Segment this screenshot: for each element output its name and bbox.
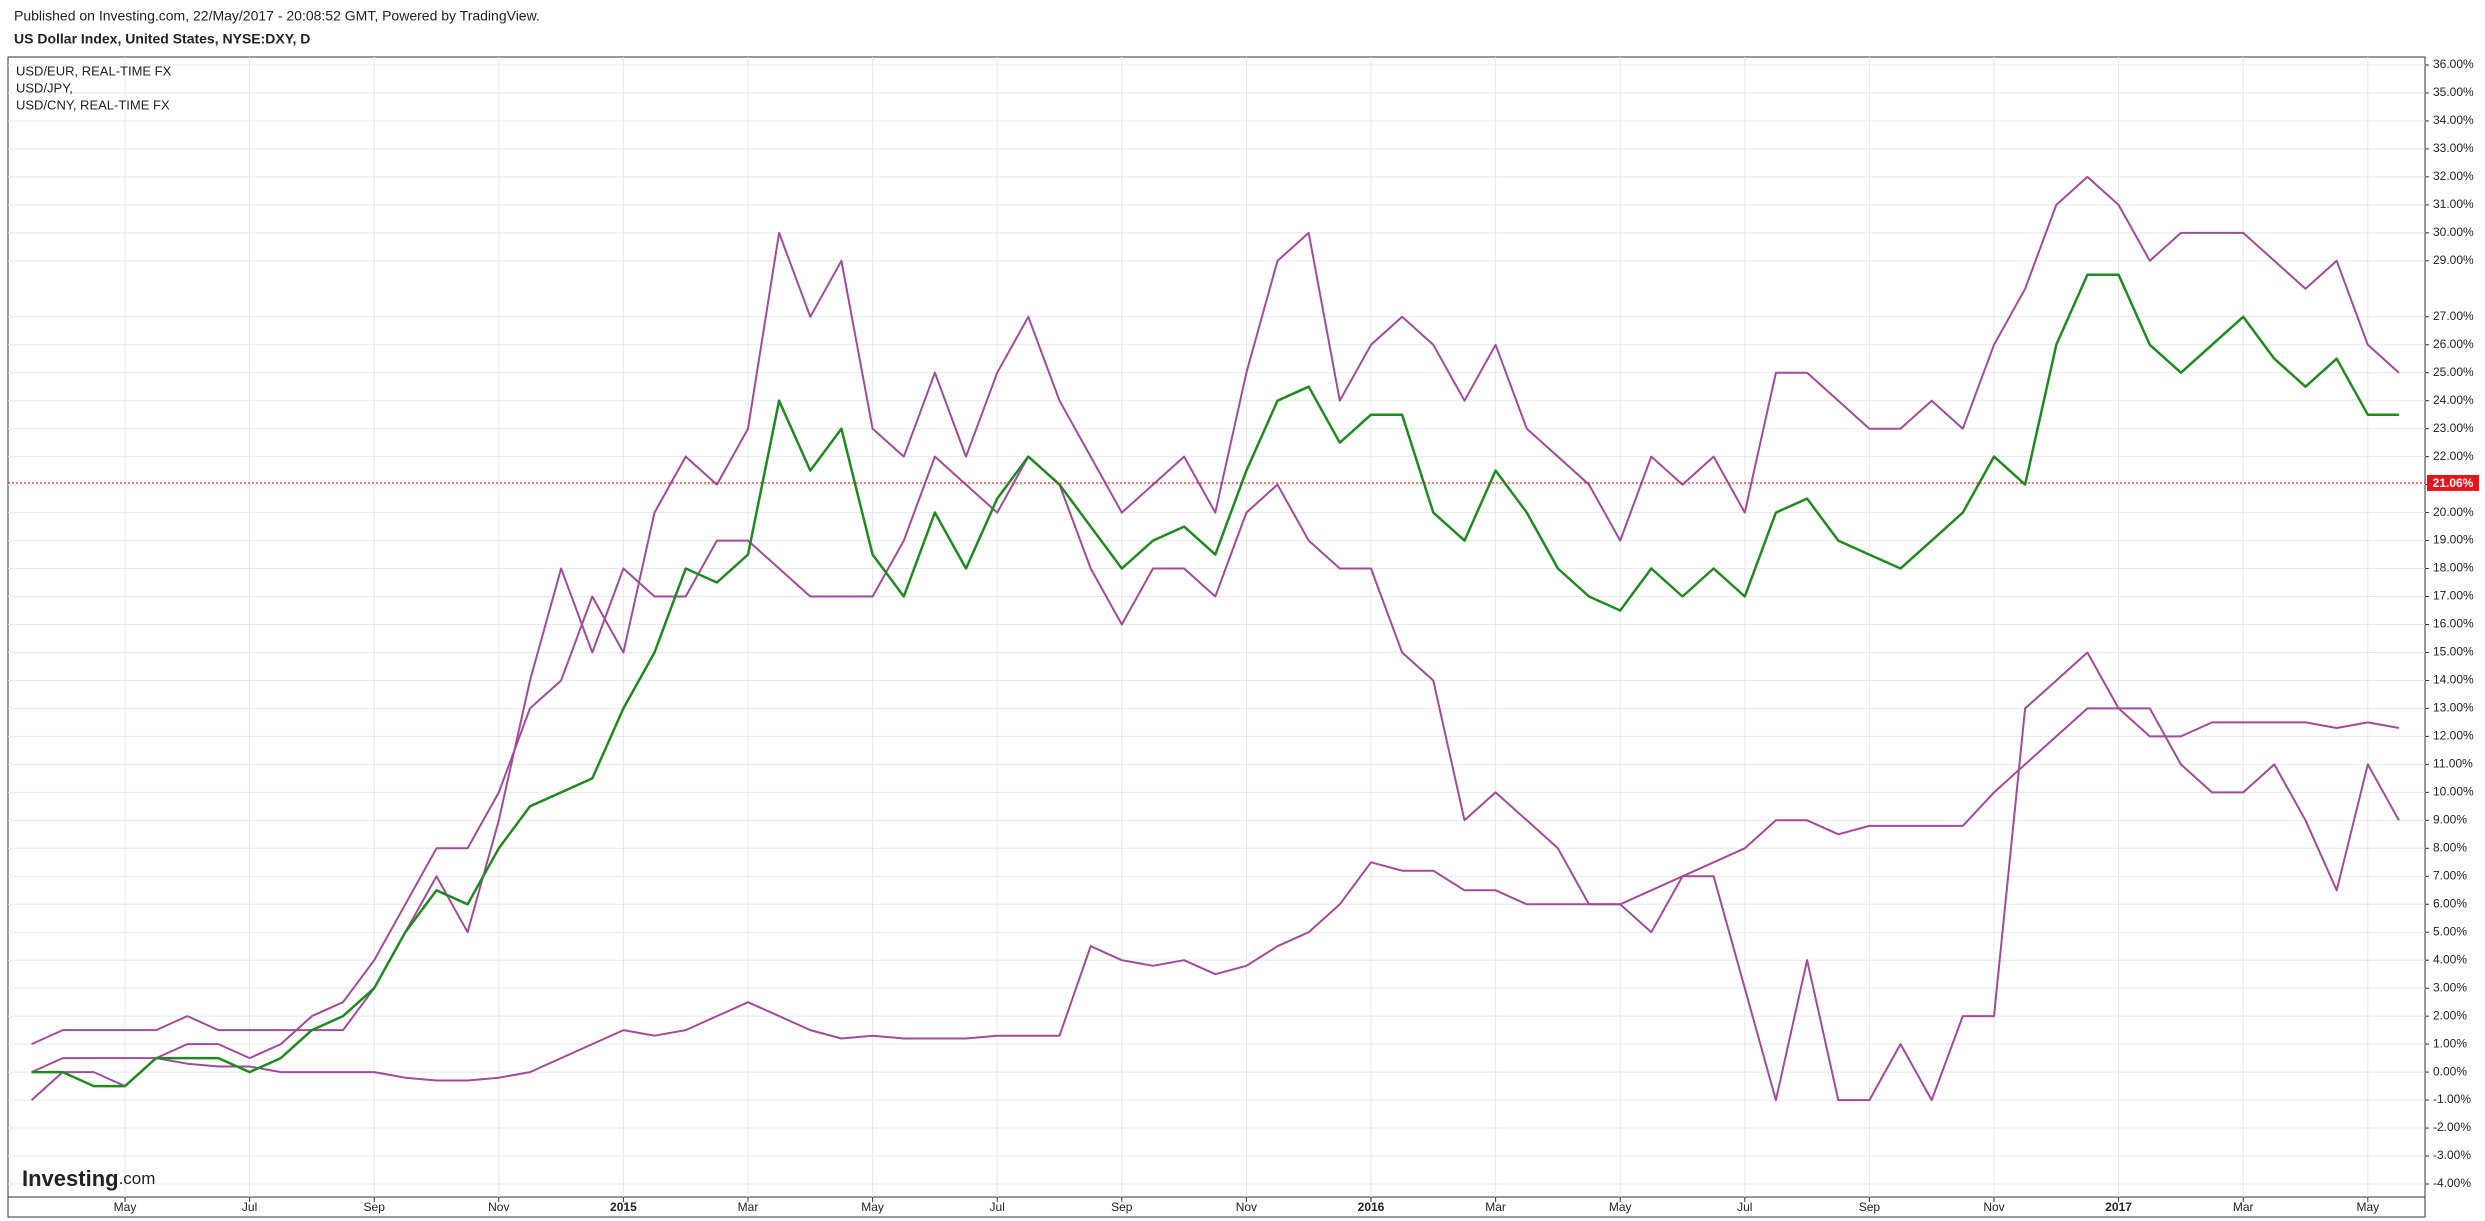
y-tick-label: 27.00% bbox=[2433, 309, 2474, 323]
x-tick-label: 2017 bbox=[2105, 1200, 2132, 1214]
y-tick-label: -2.00% bbox=[2433, 1120, 2471, 1134]
y-tick-label: 32.00% bbox=[2433, 169, 2474, 183]
y-tick-label: 35.00% bbox=[2433, 85, 2474, 99]
y-tick-label: 16.00% bbox=[2433, 617, 2474, 631]
y-tick-label: 4.00% bbox=[2433, 952, 2467, 966]
x-tick-label: May bbox=[2356, 1200, 2379, 1214]
y-tick-label: 36.00% bbox=[2433, 57, 2474, 71]
series-line bbox=[30, 175, 2400, 1101]
x-tick-label: Nov bbox=[1983, 1200, 2004, 1214]
x-tick-label: Sep bbox=[1859, 1200, 1881, 1214]
y-tick-label: 22.00% bbox=[2433, 449, 2474, 463]
y-tick-label: -3.00% bbox=[2433, 1148, 2471, 1162]
x-tick-label: May bbox=[861, 1200, 884, 1214]
series-line bbox=[31, 707, 2400, 1082]
legend-entry: USD/JPY, bbox=[16, 80, 73, 95]
y-tick-label: 5.00% bbox=[2433, 924, 2467, 938]
x-tick-label: Mar bbox=[738, 1200, 759, 1214]
y-tick-label: 10.00% bbox=[2433, 785, 2474, 799]
y-tick-label: 30.00% bbox=[2433, 225, 2474, 239]
y-tick-label: 9.00% bbox=[2433, 812, 2467, 826]
y-tick-label: 26.00% bbox=[2433, 337, 2474, 351]
index-line bbox=[31, 273, 2399, 1088]
x-tick-label: 2016 bbox=[1358, 1200, 1385, 1214]
y-tick-label: 25.00% bbox=[2433, 365, 2474, 379]
x-tick-label: May bbox=[114, 1200, 137, 1214]
y-tick-label: 7.00% bbox=[2433, 868, 2467, 882]
x-tick-label: Nov bbox=[1236, 1200, 1257, 1214]
y-tick-label: 11.00% bbox=[2433, 757, 2473, 771]
y-tick-label: 33.00% bbox=[2433, 141, 2474, 155]
y-tick-label: 12.00% bbox=[2433, 729, 2474, 743]
current-badge bbox=[2427, 474, 2479, 491]
y-tick-label: 13.00% bbox=[2433, 701, 2474, 715]
legend-entry: USD/CNY, REAL-TIME FX bbox=[16, 97, 170, 112]
y-tick-label: 20.00% bbox=[2433, 505, 2474, 519]
published-note: Published on Investing.com, 22/May/2017 … bbox=[14, 8, 540, 24]
series-line bbox=[31, 455, 2400, 1102]
y-tick-label: 31.00% bbox=[2433, 197, 2474, 211]
x-tick-label: Mar bbox=[2233, 1200, 2254, 1214]
x-tick-label: Jul bbox=[1737, 1200, 1752, 1214]
y-tick-label: 0.00% bbox=[2433, 1064, 2467, 1078]
y-tick-label: 14.00% bbox=[2433, 673, 2474, 687]
x-tick-label: Jul bbox=[990, 1200, 1005, 1214]
x-tick-label: Jul bbox=[242, 1200, 257, 1214]
y-tick-label: 1.00% bbox=[2433, 1036, 2467, 1050]
y-tick-label: 24.00% bbox=[2433, 393, 2474, 407]
y-tick-label: -4.00% bbox=[2433, 1176, 2471, 1190]
y-tick-label: 18.00% bbox=[2433, 561, 2474, 575]
watermark-suffix: .com bbox=[119, 1169, 156, 1188]
plot-frame bbox=[7, 56, 2426, 1218]
x-tick-label: Nov bbox=[488, 1200, 509, 1214]
y-tick-label: 2.00% bbox=[2433, 1008, 2467, 1022]
grid: -4.00% -3.00% -2.00% -1.00% 0.00% 1.00% 2.00% 3… bbox=[8, 57, 2474, 1214]
y-tick-label: -1.00% bbox=[2433, 1092, 2471, 1106]
y-tick-label: 19.00% bbox=[2433, 533, 2474, 547]
watermark: Investing.com bbox=[22, 1166, 155, 1191]
y-tick-label: 34.00% bbox=[2433, 113, 2474, 127]
y-tick-label: 3.00% bbox=[2433, 980, 2467, 994]
watermark-brand: Investing bbox=[22, 1166, 119, 1191]
y-tick-label: 17.00% bbox=[2433, 589, 2474, 603]
x-tick-label: 2015 bbox=[610, 1200, 637, 1214]
series-layer bbox=[30, 175, 2400, 1102]
current-label: 21.06% bbox=[2433, 476, 2474, 490]
x-tick-label: May bbox=[1609, 1200, 1632, 1214]
x-tick-label: Sep bbox=[1111, 1200, 1133, 1214]
legend-entry: USD/EUR, REAL-TIME FX bbox=[16, 63, 172, 78]
y-tick-label: 6.00% bbox=[2433, 896, 2467, 910]
y-tick-label: 29.00% bbox=[2433, 253, 2474, 267]
y-tick-label: 23.00% bbox=[2433, 421, 2474, 435]
x-tick-label: Sep bbox=[364, 1200, 386, 1214]
y-tick-label: 8.00% bbox=[2433, 840, 2467, 854]
overlay: USD/EUR, REAL-TIME FX USD/JPY, USD/CNY, RE… bbox=[8, 63, 2479, 1191]
y-tick-label: 15.00% bbox=[2433, 645, 2474, 659]
chart-title: US Dollar Index, United States, NYSE:DXY… bbox=[14, 31, 310, 47]
x-tick-label: Mar bbox=[1485, 1200, 1506, 1214]
